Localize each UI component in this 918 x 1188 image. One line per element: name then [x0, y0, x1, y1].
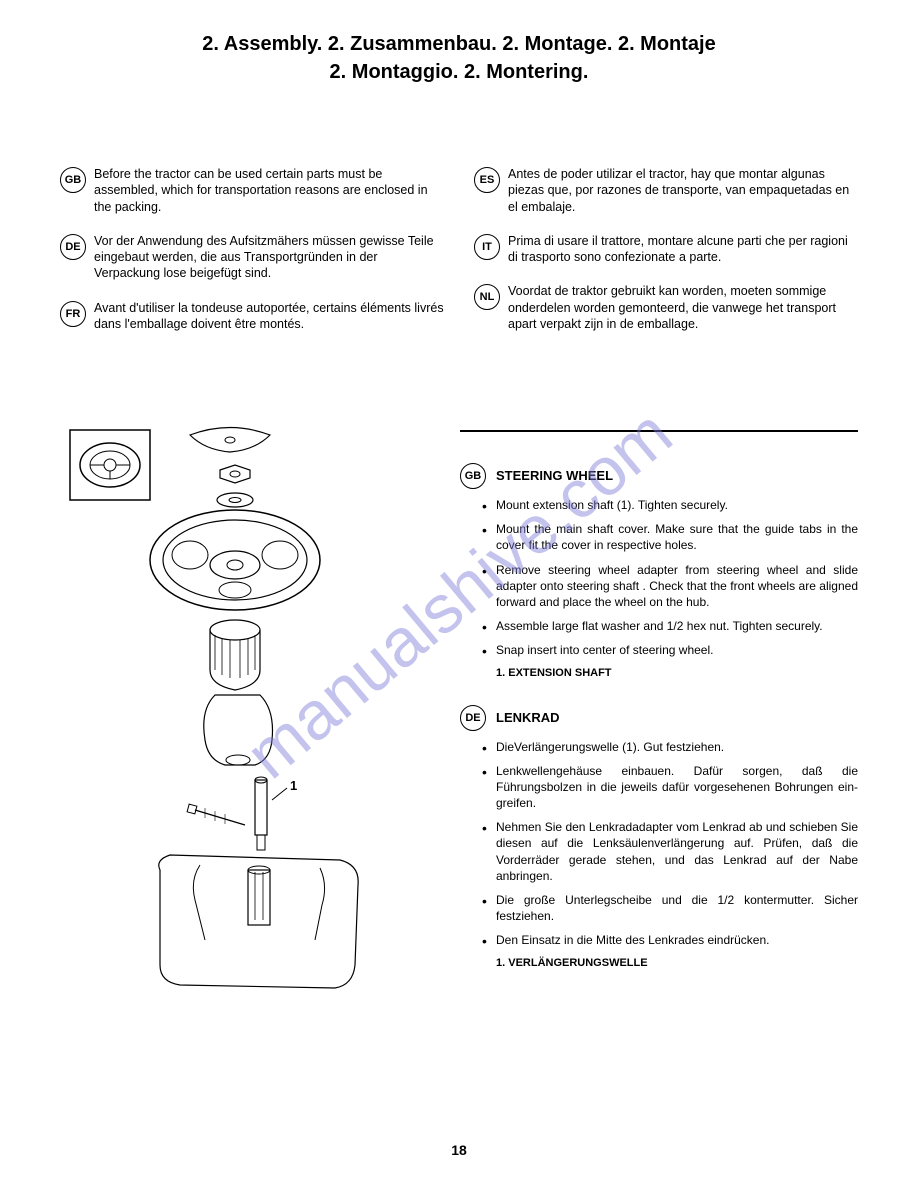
badge-fr-icon: FR [60, 301, 86, 327]
list-item: Die große Unterlegscheibe und die 1/2 ko… [496, 892, 858, 924]
intro-fr: FR Avant d'utiliser la tondeuse autoport… [60, 300, 444, 333]
section-gb-note: 1. EXTENSION SHAFT [460, 667, 858, 679]
intro-nl: NL Voordat de traktor gebruikt kan worde… [474, 283, 858, 332]
list-item: Snap insert into center of steering whee… [496, 642, 858, 658]
intro-de-text: Vor der Anwendung des Aufsitzmähers müss… [94, 233, 444, 282]
badge-de-icon: DE [60, 234, 86, 260]
page-title: 2. Assembly. 2. Zusammenbau. 2. Montage.… [60, 30, 858, 86]
text-column: GB STEERING WHEEL Mount extension shaft … [460, 410, 858, 1015]
title-line-1: 2. Assembly. 2. Zusammenbau. 2. Montage.… [60, 30, 858, 58]
diagram-column: 1 [60, 410, 440, 1015]
section-gb: GB STEERING WHEEL Mount extension shaft … [460, 462, 858, 679]
section-badge-gb-icon: GB [460, 463, 486, 489]
list-item: Lenkwellengehäuse einbauen. Dafür sorgen… [496, 763, 858, 812]
intro-right-col: ES Antes de poder utilizar el tractor, h… [474, 166, 858, 350]
section-de-list: DieVerlängerungswelle (1). Gut festziehe… [460, 739, 858, 949]
main-section: 1 GB STEERING WHEEL [60, 410, 858, 1015]
intro-fr-text: Avant d'utiliser la tondeuse autoportée,… [94, 300, 444, 333]
list-item: Mount extension shaft (1). Tighten secur… [496, 497, 858, 513]
intro-de: DE Vor der Anwendung des Aufsitzmähers m… [60, 233, 444, 282]
section-divider [460, 430, 858, 432]
intro-gb: GB Before the tractor can be used certai… [60, 166, 444, 215]
section-badge-de-icon: DE [460, 705, 486, 731]
intro-it-text: Prima di usare il trattore, montare alcu… [508, 233, 858, 266]
intro-nl-text: Voordat de traktor gebruikt kan worden, … [508, 283, 858, 332]
intro-section: GB Before the tractor can be used certai… [60, 166, 858, 350]
title-line-2: 2. Montaggio. 2. Montering. [60, 58, 858, 86]
list-item: Remove steering wheel adapter from steer… [496, 562, 858, 611]
page-number: 18 [451, 1142, 467, 1158]
section-gb-list: Mount extension shaft (1). Tighten secur… [460, 497, 858, 659]
list-item: Mount the main shaft cover. Make sure th… [496, 521, 858, 553]
intro-gb-text: Before the tractor can be used certain p… [94, 166, 444, 215]
badge-gb-icon: GB [60, 167, 86, 193]
section-gb-header: GB STEERING WHEEL [460, 462, 858, 489]
intro-es: ES Antes de poder utilizar el tractor, h… [474, 166, 858, 215]
section-de: DE LENKRAD DieVerlängerungswelle (1). Gu… [460, 704, 858, 969]
section-de-header: DE LENKRAD [460, 704, 858, 731]
intro-it: IT Prima di usare il trattore, montare a… [474, 233, 858, 266]
badge-it-icon: IT [474, 234, 500, 260]
list-item: Nehmen Sie den Lenkradadapter vom Lenkra… [496, 819, 858, 884]
list-item: Den Einsatz in die Mitte des Lenkrades e… [496, 932, 858, 948]
list-item: DieVerlängerungswelle (1). Gut festziehe… [496, 739, 858, 755]
intro-es-text: Antes de poder utilizar el tractor, hay … [508, 166, 858, 215]
callout-1: 1 [290, 778, 297, 793]
badge-nl-icon: NL [474, 284, 500, 310]
list-item: Assemble large flat washer and 1/2 hex n… [496, 618, 858, 634]
intro-left-col: GB Before the tractor can be used certai… [60, 166, 444, 350]
steering-wheel-diagram: 1 [60, 410, 440, 1010]
section-de-title: LENKRAD [496, 710, 560, 725]
section-gb-title: STEERING WHEEL [496, 468, 613, 483]
badge-es-icon: ES [474, 167, 500, 193]
section-de-note: 1. VERLÄNGERUNGSWELLE [460, 957, 858, 969]
